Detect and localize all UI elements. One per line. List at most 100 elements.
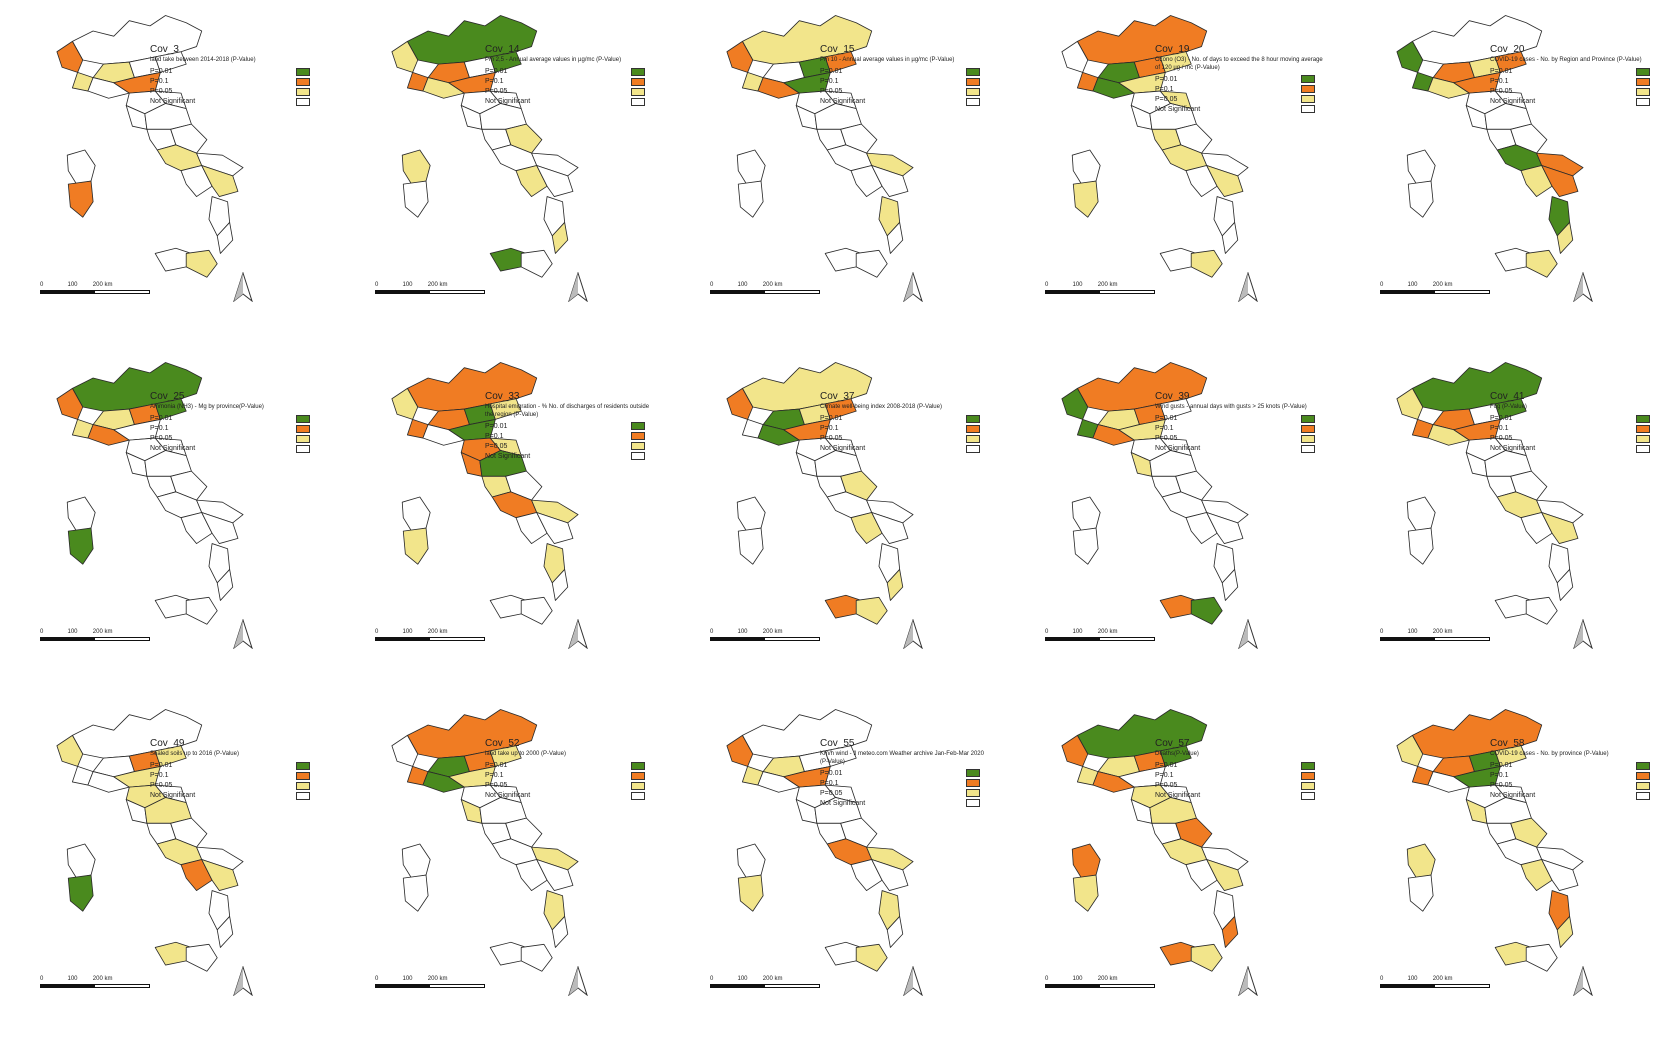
legend-swatch xyxy=(296,771,310,780)
area-south xyxy=(1496,123,1584,254)
province-region xyxy=(1520,165,1553,197)
legend-label: Not Significant xyxy=(1490,98,1536,105)
scale-bar-graphic xyxy=(1380,984,1490,988)
area-sardinia xyxy=(66,496,96,565)
province-region xyxy=(1206,859,1244,891)
province-region xyxy=(783,419,831,441)
scale-bar: 0 100 200 km xyxy=(1380,282,1490,294)
province-region xyxy=(113,766,161,788)
province-region xyxy=(1406,843,1436,879)
legend-row: Not Significant xyxy=(485,451,645,461)
province-region xyxy=(1190,943,1223,972)
area-south xyxy=(1161,817,1249,948)
legend-label: P=0.01 xyxy=(485,422,508,430)
legend-row: P=0.01 xyxy=(150,67,310,77)
north-arrow-icon xyxy=(568,619,588,649)
legend-swatch xyxy=(966,769,980,777)
scale-label: 0 xyxy=(710,976,714,982)
scale-label: 0 xyxy=(1045,976,1049,982)
legend-label: P=0.01 xyxy=(820,415,843,422)
legend-label: Not Significant xyxy=(1155,105,1201,113)
north-arrow-icon xyxy=(568,272,588,302)
province-region xyxy=(66,496,96,532)
province-region xyxy=(87,424,130,446)
province-region xyxy=(1536,152,1584,177)
province-region xyxy=(56,40,84,73)
italy-choropleth-map xyxy=(1396,362,1584,625)
north-arrow-icon xyxy=(1238,272,1258,302)
legend-row: P=0.01 xyxy=(1490,414,1650,424)
legend-swatch xyxy=(631,97,645,106)
province-region xyxy=(850,512,883,544)
scale-label: 0 xyxy=(1045,629,1049,635)
province-region xyxy=(505,817,543,848)
scale-bar-graphic xyxy=(1380,290,1490,294)
province-region xyxy=(1185,859,1218,891)
legend-label: P=0.05 xyxy=(485,782,508,789)
italy-choropleth-map xyxy=(726,709,914,972)
scale-bar: 0 100 200 km xyxy=(1045,976,1155,988)
scale-label: 200 km xyxy=(1432,976,1453,982)
legend-label: P=0.01 xyxy=(1155,415,1178,422)
area-south xyxy=(1161,470,1249,601)
legend-swatch xyxy=(1301,414,1315,423)
legend-label: P=0.1 xyxy=(150,772,169,779)
area-sicily xyxy=(824,594,888,625)
scale-label: 100 xyxy=(67,282,78,288)
map-panel: Cov_52 land take up to 2000 (P-Value) P=0.… xyxy=(335,694,670,1041)
province-region xyxy=(1406,149,1436,185)
legend-row: P=0.05 xyxy=(820,788,980,798)
scale-bar-graphic xyxy=(710,290,820,294)
legend-row: P=0.1 xyxy=(485,431,645,441)
legend-row: P=0.01 xyxy=(150,761,310,771)
legend-label: P=0.05 xyxy=(820,789,843,797)
province-region xyxy=(757,771,800,793)
map-legend: Cov_33 Hospital emigration - % No. of dis… xyxy=(485,392,655,461)
scale-label: 100 xyxy=(737,282,748,288)
province-region xyxy=(1541,165,1579,197)
legend-label: P=0.05 xyxy=(1490,88,1513,95)
legend-swatch xyxy=(631,87,645,96)
scale-bar: 0 100 200 km xyxy=(1045,629,1155,641)
province-region xyxy=(1190,596,1223,625)
scale-bar: 0 100 200 km xyxy=(710,629,820,641)
area-sicily xyxy=(154,594,218,625)
legend-label: P=0.01 xyxy=(1155,75,1178,83)
map-legend: Cov_58 COVID-19 cases - No. by province (… xyxy=(1490,739,1660,801)
legend-label: P=0.01 xyxy=(820,68,843,75)
province-region xyxy=(1407,180,1434,218)
scale-bar: 0 100 200 km xyxy=(1380,629,1490,641)
area-south xyxy=(491,817,579,948)
province-region xyxy=(1206,512,1244,544)
area-sicily xyxy=(154,247,218,278)
province-region xyxy=(216,916,234,948)
map-legend: Cov_49 Sealed soils up to 2016 (P-Value) P… xyxy=(150,739,320,801)
scale-label: 200 km xyxy=(1097,629,1118,635)
legend-row: P=0.1 xyxy=(150,771,310,781)
scale-label: 100 xyxy=(1407,282,1418,288)
north-arrow-icon xyxy=(1573,272,1593,302)
legend-row: P=0.05 xyxy=(150,434,310,444)
province-region xyxy=(448,72,496,94)
legend-row: P=0.05 xyxy=(820,87,980,97)
province-region xyxy=(757,424,800,446)
province-region xyxy=(67,527,94,565)
panel-description: Km/h wind - Il meteo.com Weather archive… xyxy=(820,751,984,765)
legend-label: P=0.1 xyxy=(820,779,839,787)
scale-bar-graphic xyxy=(40,984,150,988)
area-sardinia xyxy=(1406,843,1436,912)
province-region xyxy=(154,745,187,767)
area-sardinia xyxy=(401,149,431,218)
legend-label: P=0.05 xyxy=(150,435,173,442)
legend-row: Not Significant xyxy=(1490,97,1650,107)
province-region xyxy=(391,734,419,767)
area-center xyxy=(125,90,192,151)
legend-label: P=0.1 xyxy=(820,78,839,85)
province-region xyxy=(1406,496,1436,532)
scale-bar-graphic xyxy=(375,290,485,294)
area-south xyxy=(491,123,579,254)
scale-bar: 0 100 200 km xyxy=(375,629,485,641)
map-panel: Cov_33 Hospital emigration - % No. of dis… xyxy=(335,347,670,694)
legend-label: P=0.05 xyxy=(1490,435,1513,442)
legend-row: P=0.05 xyxy=(485,781,645,791)
